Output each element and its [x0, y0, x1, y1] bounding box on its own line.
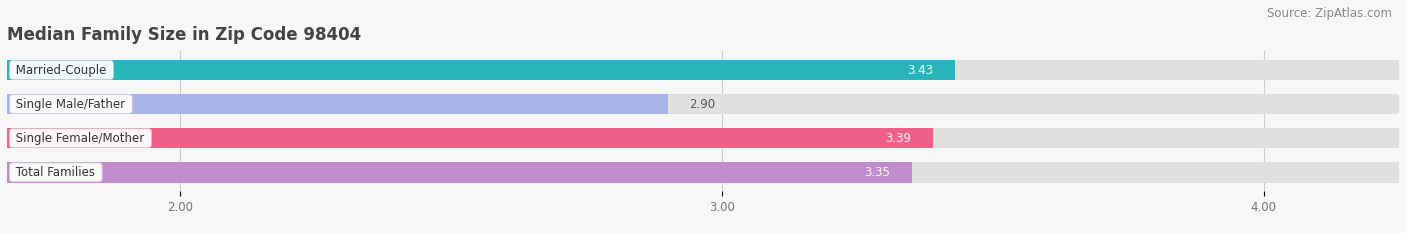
Text: 2.90: 2.90	[689, 98, 716, 111]
Bar	[7, 128, 934, 148]
Bar	[7, 60, 1399, 80]
Text: Total Families: Total Families	[13, 166, 100, 179]
Bar	[7, 94, 1399, 114]
Text: 3.39: 3.39	[886, 132, 911, 145]
Bar	[7, 128, 1399, 148]
Bar	[7, 162, 1399, 182]
Text: Source: ZipAtlas.com: Source: ZipAtlas.com	[1267, 7, 1392, 20]
Text: Single Male/Father: Single Male/Father	[13, 98, 129, 111]
Text: Median Family Size in Zip Code 98404: Median Family Size in Zip Code 98404	[7, 26, 361, 44]
Text: 3.43: 3.43	[907, 64, 934, 76]
Text: 3.35: 3.35	[863, 166, 890, 179]
Bar	[7, 94, 668, 114]
Bar	[7, 162, 911, 182]
Text: Single Female/Mother: Single Female/Mother	[13, 132, 149, 145]
Text: Married-Couple: Married-Couple	[13, 64, 111, 76]
Bar	[7, 60, 955, 80]
